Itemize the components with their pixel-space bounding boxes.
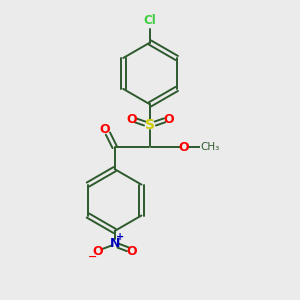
Text: +: + bbox=[116, 232, 124, 242]
Text: O: O bbox=[126, 113, 137, 126]
Text: O: O bbox=[178, 141, 189, 154]
Text: Cl: Cl bbox=[144, 14, 156, 27]
Text: −: − bbox=[88, 252, 97, 262]
Text: CH₃: CH₃ bbox=[201, 142, 220, 152]
Text: O: O bbox=[163, 113, 174, 126]
Text: O: O bbox=[126, 245, 137, 258]
Text: O: O bbox=[99, 124, 110, 136]
Text: N: N bbox=[110, 237, 120, 250]
Text: S: S bbox=[145, 118, 155, 132]
Text: O: O bbox=[92, 245, 103, 258]
